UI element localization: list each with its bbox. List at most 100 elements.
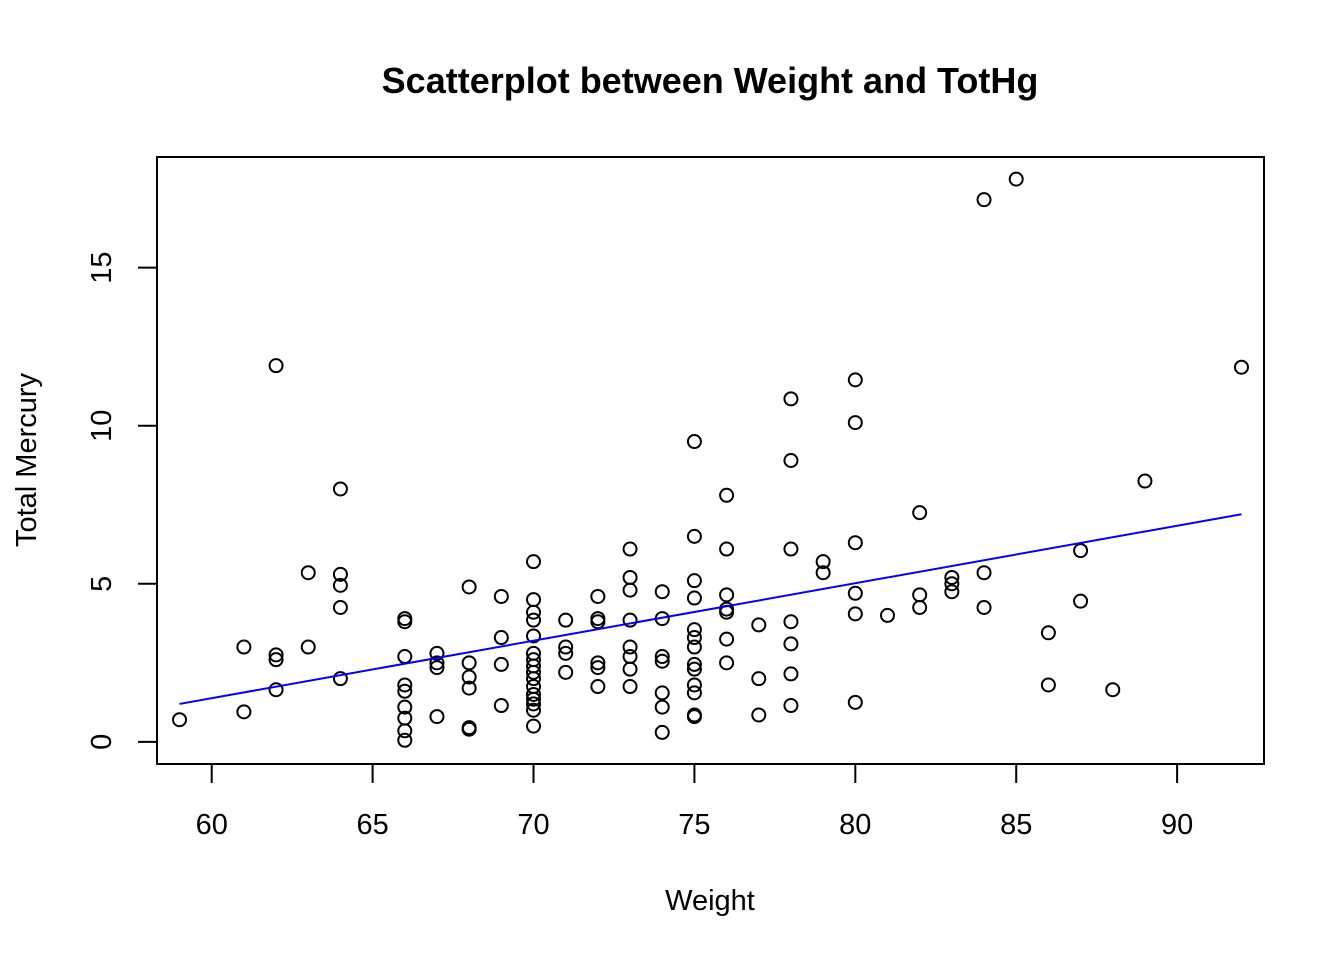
x-axis-label: Weight: [665, 885, 755, 917]
data-point: [429, 709, 445, 725]
data-point: [622, 582, 638, 598]
data-point: [783, 636, 799, 652]
data-point: [268, 682, 284, 698]
data-point: [493, 630, 509, 646]
x-tick-label: 60: [196, 809, 228, 841]
y-axis-label: Total Mercury: [11, 372, 43, 547]
data-point: [847, 585, 863, 601]
data-point: [558, 645, 574, 661]
data-point: [172, 712, 188, 728]
data-point: [332, 600, 348, 616]
data-point: [912, 587, 928, 603]
data-point: [332, 566, 348, 582]
data-point: [236, 639, 252, 655]
data-point: [397, 732, 413, 748]
data-point: [622, 612, 638, 628]
x-tick-label: 85: [1000, 809, 1032, 841]
data-point: [622, 569, 638, 585]
plot-frame: [156, 156, 1265, 765]
chart-title: Scatterplot between Weight and TotHg: [382, 60, 1039, 101]
data-point: [944, 576, 960, 592]
data-point: [847, 694, 863, 710]
data-point: [783, 614, 799, 630]
y-tick-label: 15: [86, 252, 118, 284]
data-point: [526, 664, 542, 680]
data-point: [783, 666, 799, 682]
data-point: [1233, 359, 1249, 375]
regression-line: [179, 513, 1242, 705]
data-point: [1008, 171, 1024, 187]
x-tick-label: 80: [839, 809, 871, 841]
data-point: [815, 554, 831, 570]
data-point: [493, 588, 509, 604]
data-point: [783, 698, 799, 714]
data-point: [268, 647, 284, 663]
data-point: [429, 660, 445, 676]
data-point: [1040, 677, 1056, 693]
data-point: [719, 631, 735, 647]
data-point: [783, 391, 799, 407]
data-point: [526, 612, 542, 628]
data-point: [397, 723, 413, 739]
y-tick-label: 10: [86, 410, 118, 442]
data-point: [558, 664, 574, 680]
data-point: [686, 639, 702, 655]
data-point: [590, 679, 606, 695]
data-point: [686, 434, 702, 450]
data-point: [397, 699, 413, 715]
data-point: [461, 579, 477, 595]
data-point: [526, 604, 542, 620]
data-point: [590, 588, 606, 604]
data-point: [332, 671, 348, 687]
data-point: [397, 677, 413, 693]
data-point: [654, 653, 670, 669]
data-point: [590, 655, 606, 671]
data-point: [976, 565, 992, 581]
data-point: [493, 656, 509, 672]
data-point: [622, 541, 638, 557]
data-point: [719, 587, 735, 603]
data-point: [686, 622, 702, 638]
data-point: [590, 660, 606, 676]
data-point: [751, 707, 767, 723]
data-point: [268, 358, 284, 374]
data-point: [300, 639, 316, 655]
data-point: [847, 606, 863, 622]
data-point: [815, 565, 831, 581]
data-point: [461, 680, 477, 696]
x-tick-label: 90: [1161, 809, 1193, 841]
data-point: [461, 669, 477, 685]
data-point: [686, 656, 702, 672]
data-point: [686, 685, 702, 701]
data-point: [686, 677, 702, 693]
data-point: [783, 541, 799, 557]
data-point: [1073, 543, 1089, 559]
data-point: [429, 645, 445, 661]
data-point: [1105, 682, 1121, 698]
data-point: [397, 649, 413, 665]
x-tick-label: 75: [678, 809, 710, 841]
data-point: [526, 718, 542, 734]
data-point: [686, 661, 702, 677]
data-point: [1137, 473, 1153, 489]
data-point: [332, 577, 348, 593]
data-point: [686, 709, 702, 725]
data-point: [397, 614, 413, 630]
regression-line-group: [179, 513, 1242, 705]
data-point: [912, 600, 928, 616]
data-point: [493, 698, 509, 714]
data-point: [526, 592, 542, 608]
data-point: [332, 481, 348, 497]
data-point: [976, 192, 992, 208]
data-point: [847, 535, 863, 551]
data-point: [719, 487, 735, 503]
data-point: [654, 584, 670, 600]
data-point: [526, 686, 542, 702]
data-point: [622, 639, 638, 655]
y-tick-label: 0: [86, 734, 118, 750]
data-point: [461, 655, 477, 671]
data-point: [686, 630, 702, 646]
data-point: [397, 683, 413, 699]
data-point: [461, 721, 477, 737]
